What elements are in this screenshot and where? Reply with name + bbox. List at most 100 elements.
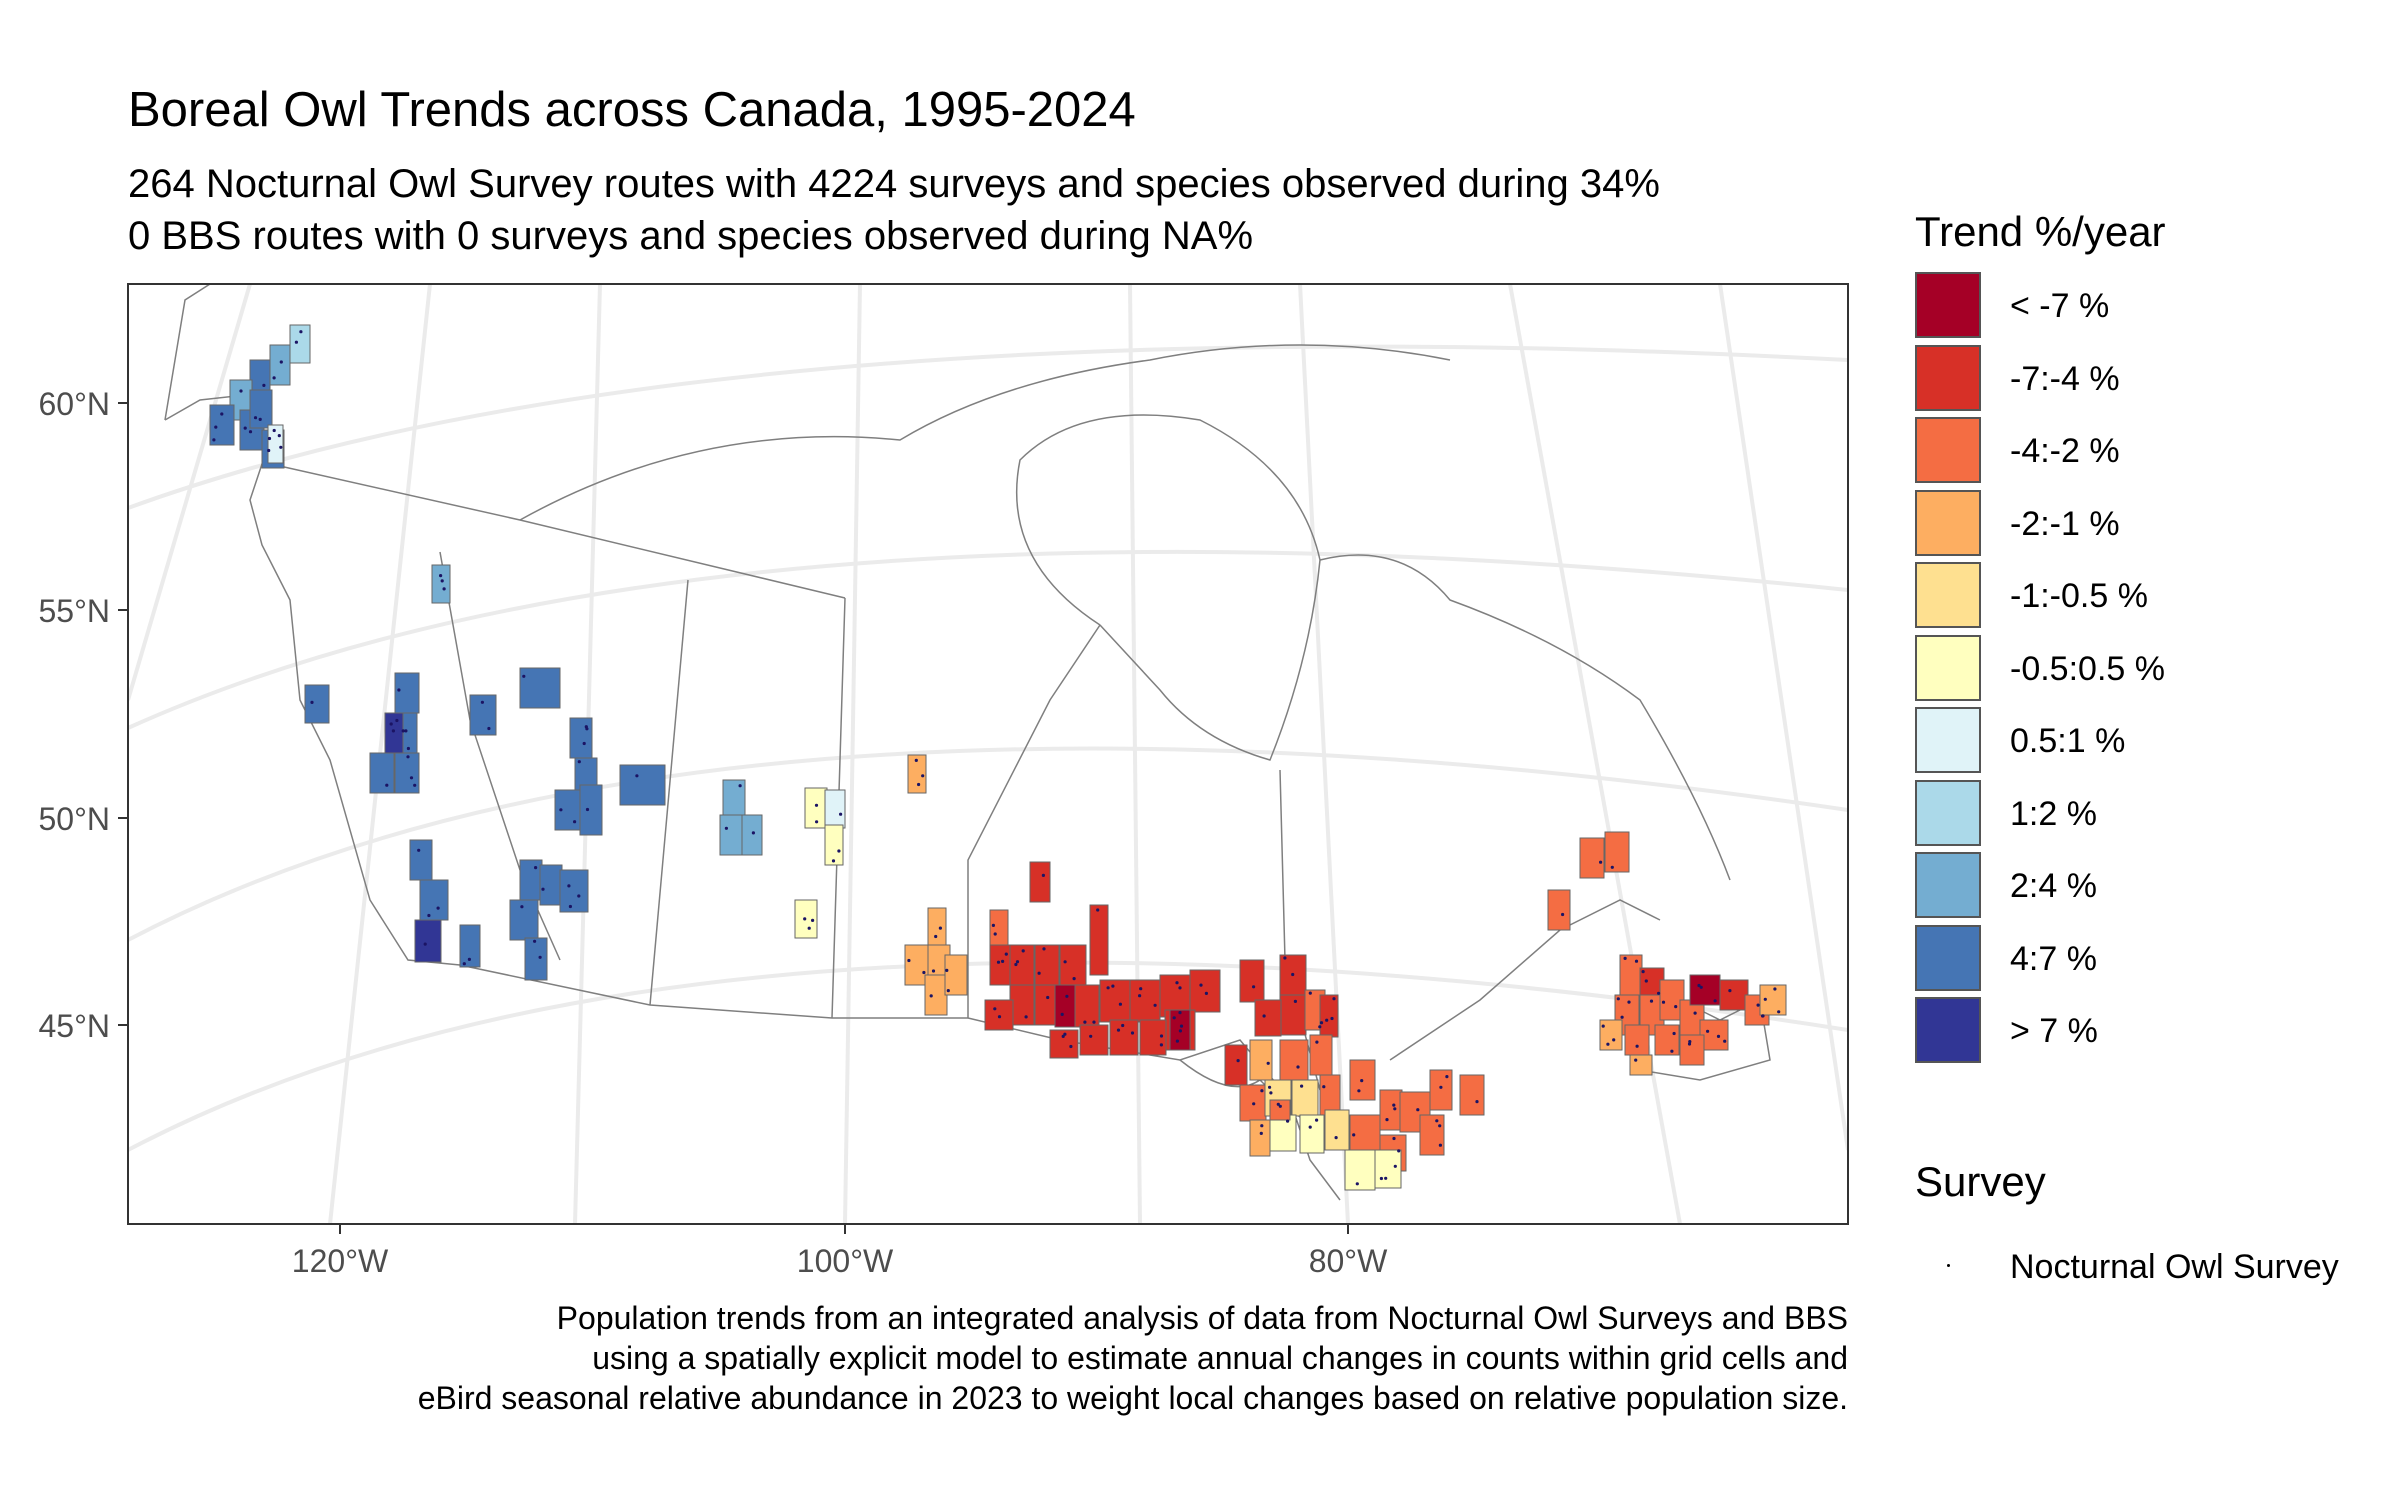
graticule-lon-60	[1718, 284, 1848, 1151]
map-title: Boreal Owl Trends across Canada, 1995-20…	[128, 83, 1136, 137]
survey-route-point	[635, 774, 639, 778]
survey-route-point	[1445, 1075, 1449, 1079]
lat-label-55: 55°N	[39, 593, 111, 629]
survey-route-point	[406, 746, 410, 751]
survey-legend-label: Nocturnal Owl Survey	[2010, 1248, 2339, 1286]
grid-cell	[1034, 944, 1060, 986]
survey-route-point	[1308, 1125, 1312, 1129]
survey-route-point	[423, 942, 427, 946]
survey-route-point	[1083, 1020, 1087, 1024]
survey-route-point	[1116, 1028, 1121, 1032]
survey-route-point	[1601, 1024, 1605, 1028]
survey-route-point	[1065, 994, 1069, 998]
legend-label: 1:2 %	[2010, 794, 2097, 833]
survey-route-point	[1393, 1107, 1397, 1111]
survey-route-point	[427, 913, 431, 918]
legend-label: -4:-2 %	[2010, 432, 2120, 470]
graticule-lon-70	[1508, 284, 1682, 1224]
grid-cell	[1279, 1039, 1309, 1081]
survey-route-point	[1046, 995, 1050, 1000]
survey-route-point	[1773, 987, 1777, 991]
grid-cell	[1699, 1019, 1729, 1051]
survey-route-point	[1672, 1031, 1676, 1036]
legend-item: < -7 %	[1915, 272, 2375, 342]
grid-cell	[1374, 1149, 1402, 1189]
survey-route-point	[1641, 970, 1645, 974]
graticule-lon-80	[1298, 284, 1350, 1224]
legend-item: -4:-2 %	[1915, 417, 2375, 487]
survey-route-point	[831, 859, 836, 863]
southern-border	[459, 964, 968, 1019]
survey-route-point	[1072, 977, 1076, 981]
grid-cell	[1249, 1119, 1271, 1157]
survey-route-point	[212, 438, 216, 442]
survey-route-point	[738, 784, 742, 788]
grid-cell	[249, 389, 273, 429]
survey-route-point	[541, 887, 545, 891]
survey-route-point	[1293, 999, 1297, 1004]
legend-item: -2:-1 %	[1915, 489, 2375, 560]
survey-route-point	[993, 1007, 997, 1011]
graticule-lon-100	[843, 284, 862, 1224]
survey-route-point	[1438, 1143, 1442, 1147]
survey-route-point	[1623, 956, 1627, 961]
grid-cell	[1254, 999, 1282, 1037]
grid-cell	[1604, 831, 1630, 873]
survey-route-point	[815, 820, 819, 824]
survey-route-point	[1315, 1118, 1319, 1122]
grid-cell	[559, 869, 589, 913]
survey-route-point	[239, 389, 243, 393]
axis-labels: 60°N 55°N 50°N 45°N 120°W 100°W 80°W	[39, 386, 1389, 1279]
survey-route-point	[559, 808, 563, 812]
graticule-lat-60	[128, 344, 1848, 510]
grid-cell	[944, 954, 968, 996]
survey-route-point	[1037, 971, 1041, 975]
survey-route-point	[946, 989, 950, 993]
legend-swatch	[1915, 707, 1981, 773]
survey-route-point	[404, 729, 408, 733]
graticule-lat-45	[128, 960, 1848, 1152]
lat-label-60: 60°N	[39, 386, 111, 422]
legend-label: 4:7 %	[2010, 939, 2097, 978]
grid-cell	[619, 764, 666, 806]
survey-route-point	[487, 726, 491, 731]
survey-route-point	[1606, 1042, 1610, 1046]
grid-cell	[289, 324, 311, 364]
ab-sk-border	[649, 579, 689, 1006]
hudson-bay	[1016, 414, 1321, 761]
survey-route-point	[934, 934, 938, 939]
survey-route-point	[1106, 986, 1110, 990]
grid-cell	[1029, 861, 1051, 903]
survey-route-point	[462, 962, 466, 966]
survey-route-point	[1644, 979, 1648, 983]
survey-route-point	[814, 803, 819, 807]
nwt-south-border	[261, 461, 846, 599]
survey-route-point	[1649, 999, 1654, 1003]
survey-route-point	[1178, 1011, 1182, 1015]
survey-route-point	[538, 955, 542, 959]
survey-route-point	[1118, 1002, 1122, 1006]
survey-route-point	[1178, 1029, 1182, 1033]
survey-legend-item: Nocturnal Owl Survey	[1915, 1243, 2385, 1293]
survey-route-point	[573, 820, 577, 824]
survey-route-point	[1385, 1118, 1389, 1122]
survey-route-point	[1325, 1018, 1329, 1022]
legend-label: < -7 %	[2010, 287, 2110, 325]
survey-route-point	[1236, 1059, 1240, 1063]
grid-cell	[1009, 984, 1035, 1026]
legend-swatch	[1915, 997, 1981, 1063]
grid-cell	[409, 839, 433, 881]
survey-route-point	[1004, 952, 1008, 956]
survey-route-point	[584, 725, 588, 729]
axis-ticks	[118, 402, 1349, 1234]
survey-route-point	[1332, 997, 1336, 1001]
survey-point-symbol	[1947, 1264, 1950, 1267]
grid-cell	[1547, 889, 1571, 931]
survey-route-point	[253, 416, 258, 420]
survey-route-point	[839, 812, 843, 816]
grid-cell	[1319, 994, 1339, 1038]
legend-label: 2:4 %	[2010, 867, 2097, 905]
survey-route-point	[1139, 987, 1143, 991]
survey-route-point	[1153, 1003, 1157, 1007]
grid-cell	[304, 684, 330, 724]
